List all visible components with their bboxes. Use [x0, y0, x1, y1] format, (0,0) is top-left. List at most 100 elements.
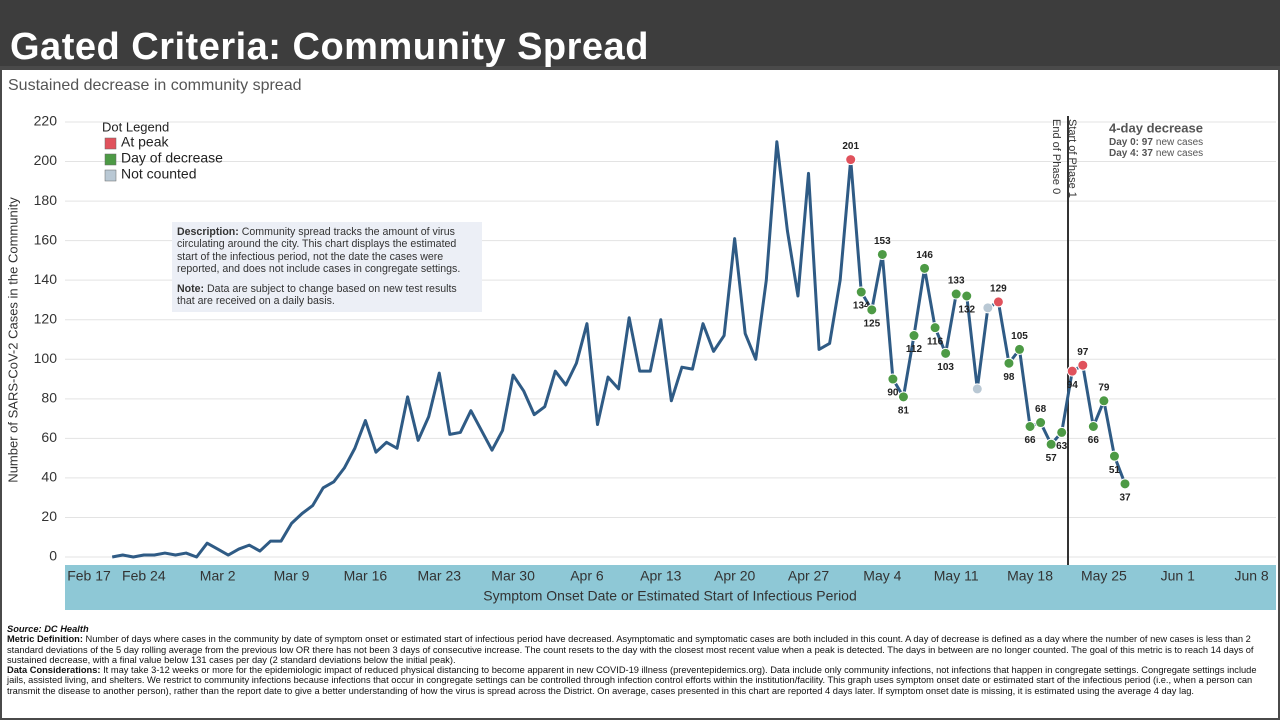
data-dot — [982, 302, 994, 314]
x-tick-label: Apr 6 — [570, 568, 604, 584]
data-dot — [992, 296, 1004, 308]
x-tick-label: May 25 — [1081, 568, 1127, 584]
data-line — [111, 140, 1127, 559]
considerations-label: Data Considerations: — [7, 665, 101, 676]
description-label: Description: — [177, 226, 239, 238]
decrease-line: Day 0: 97 new cases — [1109, 137, 1203, 148]
data-label: 133 — [948, 276, 965, 287]
x-tick-label: Apr 27 — [788, 568, 829, 584]
x-tick-label: Apr 13 — [640, 568, 681, 584]
x-tick-label: Apr 20 — [714, 568, 755, 584]
x-tick-label: Jun 8 — [1234, 568, 1268, 584]
description: Description: Community spread tracks the… — [177, 226, 477, 275]
data-dot — [1024, 421, 1036, 432]
data-label: 57 — [1046, 453, 1058, 464]
data-label: 79 — [1098, 382, 1110, 393]
data-label: 97 — [1077, 347, 1089, 358]
data-dot — [1035, 417, 1047, 429]
data-dot — [971, 383, 983, 395]
data-dot — [1087, 421, 1099, 432]
data-dot — [961, 290, 973, 302]
y-axis-title: Number of SARS-CoV-2 Cases in the Commun… — [5, 197, 20, 483]
data-label: 66 — [1024, 435, 1036, 446]
data-label: 125 — [863, 318, 880, 329]
x-tick-label: May 11 — [934, 568, 979, 584]
data-label: 98 — [1003, 372, 1015, 383]
y-tick-label: 120 — [34, 310, 58, 326]
decrease-text: new cases — [1156, 137, 1203, 148]
data-dot — [855, 286, 867, 298]
note-text: Data are subject to change based on new … — [177, 283, 457, 308]
data-label: 146 — [916, 250, 933, 261]
y-tick-label: 160 — [34, 231, 58, 247]
data-dot — [919, 262, 931, 274]
header-bar: Gated Criteria: Community Spread — [0, 0, 1280, 68]
x-tick-label: Mar 2 — [200, 568, 236, 584]
note-label: Note: — [177, 283, 205, 296]
definition-text: Number of days where cases in the commun… — [7, 634, 1254, 665]
data-dot — [876, 248, 888, 260]
data-label: 132 — [958, 305, 975, 316]
y-tick-label: 200 — [34, 152, 58, 168]
data-label: 116 — [927, 336, 944, 347]
considerations-text: It may take 3-12 weeks or more for the e… — [7, 665, 1257, 696]
x-tick-label: Mar 9 — [274, 568, 310, 584]
phase-label: End of Phase 0 — [1050, 119, 1062, 194]
x-tick-label: Mar 30 — [491, 568, 535, 584]
phase-label: Start of Phase 1 — [1066, 119, 1078, 198]
y-tick-label: 80 — [41, 390, 57, 406]
data-label: 129 — [990, 284, 1007, 295]
legend-swatch — [104, 153, 117, 166]
legend-title: Dot Legend — [102, 119, 169, 134]
data-label: 201 — [842, 141, 859, 152]
x-tick-label: May 4 — [863, 568, 901, 584]
chart-title: Sustained decrease in community spread — [8, 77, 302, 94]
data-label: 90 — [887, 388, 899, 399]
data-dot — [866, 304, 878, 316]
x-tick-label: May 18 — [1007, 568, 1053, 584]
data-dot — [845, 154, 857, 166]
y-tick-label: 60 — [41, 429, 57, 445]
data-label: 153 — [874, 236, 891, 247]
data-label: 94 — [1067, 380, 1079, 391]
legend-label: Not counted — [121, 166, 197, 182]
y-tick-label: 220 — [34, 113, 58, 129]
data-dot — [1108, 450, 1120, 462]
definition-label: Metric Definition: — [7, 634, 83, 645]
data-label: 81 — [898, 405, 910, 416]
data-dot — [1056, 426, 1068, 438]
data-label: 134 — [853, 301, 870, 312]
x-tick-label: Feb 24 — [122, 568, 166, 584]
data-dot — [1003, 357, 1015, 369]
decrease-value: Day 0: 97 — [1109, 137, 1153, 148]
data-dot — [908, 330, 920, 342]
x-tick-label: Mar 16 — [344, 568, 388, 584]
footer: Source: DC Health Metric Definition: Num… — [7, 624, 1273, 696]
data-dot — [1119, 478, 1131, 490]
data-dot — [1066, 365, 1078, 377]
x-tick-label: Feb 17 — [67, 568, 111, 584]
x-axis-title: Symptom Onset Date or Estimated Start of… — [483, 588, 857, 604]
legend-label: Day of decrease — [121, 150, 223, 166]
source: Source: DC Health — [7, 624, 89, 634]
x-axis-band — [65, 565, 1276, 610]
y-tick-label: 140 — [34, 271, 58, 287]
description-text: Community spread tracks the amount of vi… — [177, 226, 461, 275]
x-tick-label: Mar 23 — [417, 568, 461, 584]
legend-swatch — [104, 169, 117, 182]
data-dot — [929, 322, 941, 334]
legend-swatch — [104, 137, 117, 150]
data-dot — [897, 391, 909, 403]
data-label: 51 — [1109, 465, 1121, 476]
decrease-value: Day 4: 37 — [1109, 148, 1153, 159]
x-tick-label: Jun 1 — [1161, 568, 1195, 584]
data-dot — [1045, 438, 1057, 450]
data-label: 66 — [1088, 435, 1100, 446]
data-label: 105 — [1011, 331, 1028, 342]
data-dot — [1014, 343, 1025, 355]
decrease-line: Day 4: 37 new cases — [1109, 148, 1203, 159]
data-label: 37 — [1119, 492, 1131, 503]
description-box: Description: Community spread tracks the… — [172, 222, 482, 312]
